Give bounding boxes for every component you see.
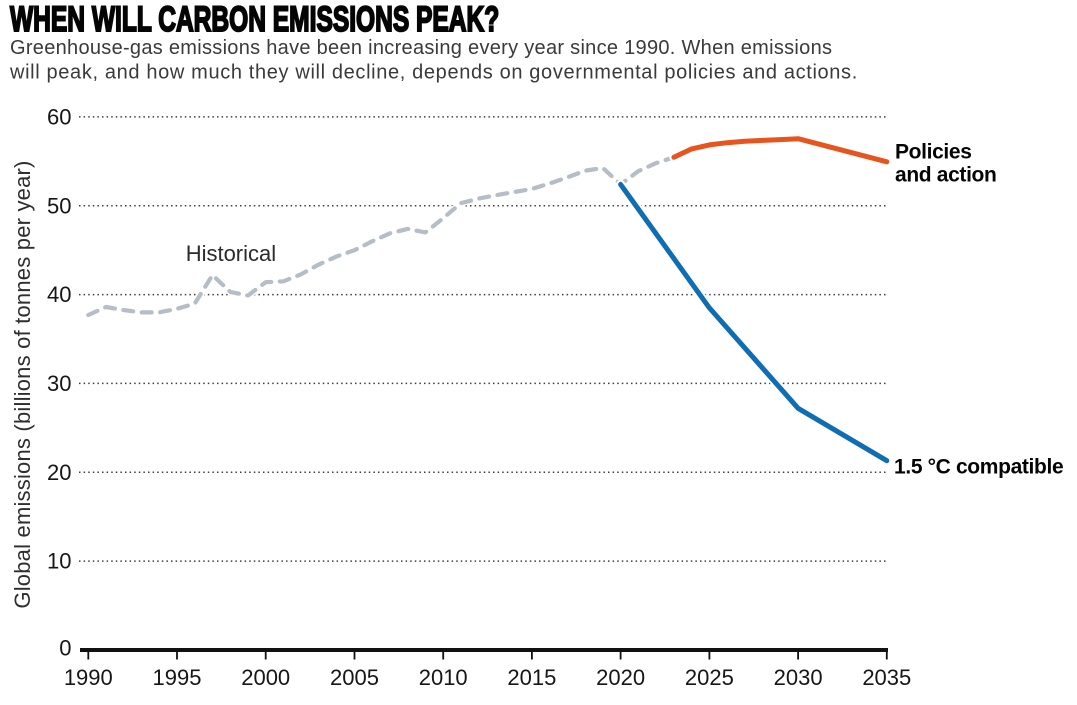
- svg-text:50: 50: [47, 193, 71, 218]
- svg-text:20: 20: [47, 460, 71, 485]
- svg-text:Historical: Historical: [186, 241, 276, 266]
- svg-text:2020: 2020: [596, 665, 645, 690]
- svg-text:WHEN WILL CARBON EMISSIONS PEA: WHEN WILL CARBON EMISSIONS PEAK?: [10, 1, 499, 39]
- svg-text:40: 40: [47, 282, 71, 307]
- svg-text:2030: 2030: [774, 665, 823, 690]
- svg-text:Policies: Policies: [895, 140, 972, 163]
- svg-text:Global emissions (billions of: Global emissions (billions of tonnes per…: [10, 160, 35, 608]
- svg-text:10: 10: [47, 549, 71, 574]
- svg-text:will peak, and how much they w: will peak, and how much they will declin…: [9, 62, 858, 84]
- svg-text:60: 60: [47, 104, 71, 129]
- svg-text:1995: 1995: [153, 665, 202, 690]
- svg-text:2035: 2035: [862, 665, 911, 690]
- svg-text:2015: 2015: [507, 665, 556, 690]
- svg-text:2005: 2005: [330, 665, 379, 690]
- svg-text:and action: and action: [895, 163, 997, 186]
- svg-text:1990: 1990: [64, 665, 113, 690]
- svg-text:Greenhouse-gas emissions have: Greenhouse-gas emissions have been incre…: [10, 37, 832, 59]
- svg-text:1.5 °C compatible: 1.5 °C compatible: [894, 456, 1063, 479]
- svg-text:2025: 2025: [685, 665, 734, 690]
- svg-text:30: 30: [47, 371, 71, 396]
- svg-text:2010: 2010: [419, 665, 468, 690]
- svg-text:2000: 2000: [241, 665, 290, 690]
- svg-text:0: 0: [59, 636, 71, 661]
